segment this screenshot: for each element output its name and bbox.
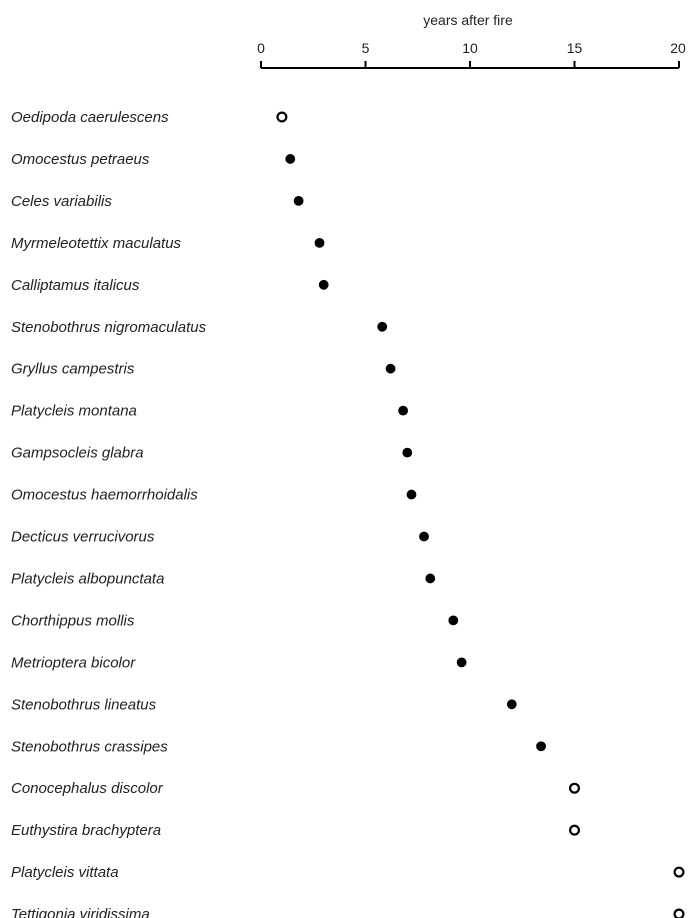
filled-point — [506, 699, 517, 710]
species-label: Platycleis montana — [11, 403, 137, 420]
x-axis-title: years after fire — [423, 12, 513, 28]
species-label: Euthystira brachyptera — [11, 822, 161, 839]
species-label: Tettigonia viridissima — [11, 906, 150, 918]
species-label: Chorthippus mollis — [11, 612, 135, 629]
x-tick-label: 15 — [567, 40, 583, 56]
filled-point — [314, 237, 325, 248]
species-label: Stenobothrus crassipes — [11, 738, 168, 755]
species-label: Stenobothrus nigromaculatus — [11, 319, 207, 336]
species-label: Platycleis vittata — [11, 864, 119, 881]
filled-point — [318, 279, 329, 290]
species-label: Celes variabilis — [11, 193, 112, 210]
filled-point — [448, 615, 459, 626]
x-tick-label: 0 — [257, 40, 265, 56]
filled-point — [285, 154, 296, 164]
species-label: Gryllus campestris — [11, 361, 135, 378]
x-tick-label: 10 — [462, 40, 478, 56]
filled-point — [536, 741, 546, 752]
open-point — [673, 866, 685, 878]
species-label: Gampsocleis glabra — [11, 445, 144, 462]
species-label: Calliptamus italicus — [11, 277, 140, 294]
species-labels: Oedipoda caerulescens Omocestus petraeus C… — [11, 109, 207, 918]
filled-point — [456, 657, 467, 668]
filled-point — [293, 196, 304, 206]
species-label: Decticus verrucivorus — [11, 529, 155, 546]
x-tick-label: 20 — [670, 40, 686, 56]
species-label: Myrmeleotettix maculatus — [11, 235, 182, 252]
species-label: Oedipoda caerulescens — [11, 109, 169, 126]
species-label: Omocestus haemorrhoidalis — [11, 487, 198, 504]
open-point — [673, 908, 685, 918]
species-label: Metrioptera bicolor — [11, 654, 136, 671]
data-points — [276, 111, 685, 918]
open-point — [568, 782, 580, 794]
filled-point — [398, 405, 409, 416]
filled-point — [377, 321, 388, 332]
species-label: Omocestus petraeus — [11, 151, 150, 168]
filled-point — [425, 573, 436, 584]
open-point — [568, 824, 580, 836]
species-label: Platycleis albopunctata — [11, 570, 164, 587]
species-label: Stenobothrus lineatus — [11, 696, 157, 713]
filled-point — [406, 489, 417, 500]
x-axis-ticks: 0 5 10 15 20 — [257, 40, 686, 68]
species-label: Conocephalus discolor — [11, 780, 164, 797]
filled-point — [402, 447, 413, 458]
x-tick-label: 5 — [362, 40, 370, 56]
filled-point — [385, 363, 396, 374]
filled-point — [419, 531, 429, 542]
open-point — [276, 111, 288, 123]
